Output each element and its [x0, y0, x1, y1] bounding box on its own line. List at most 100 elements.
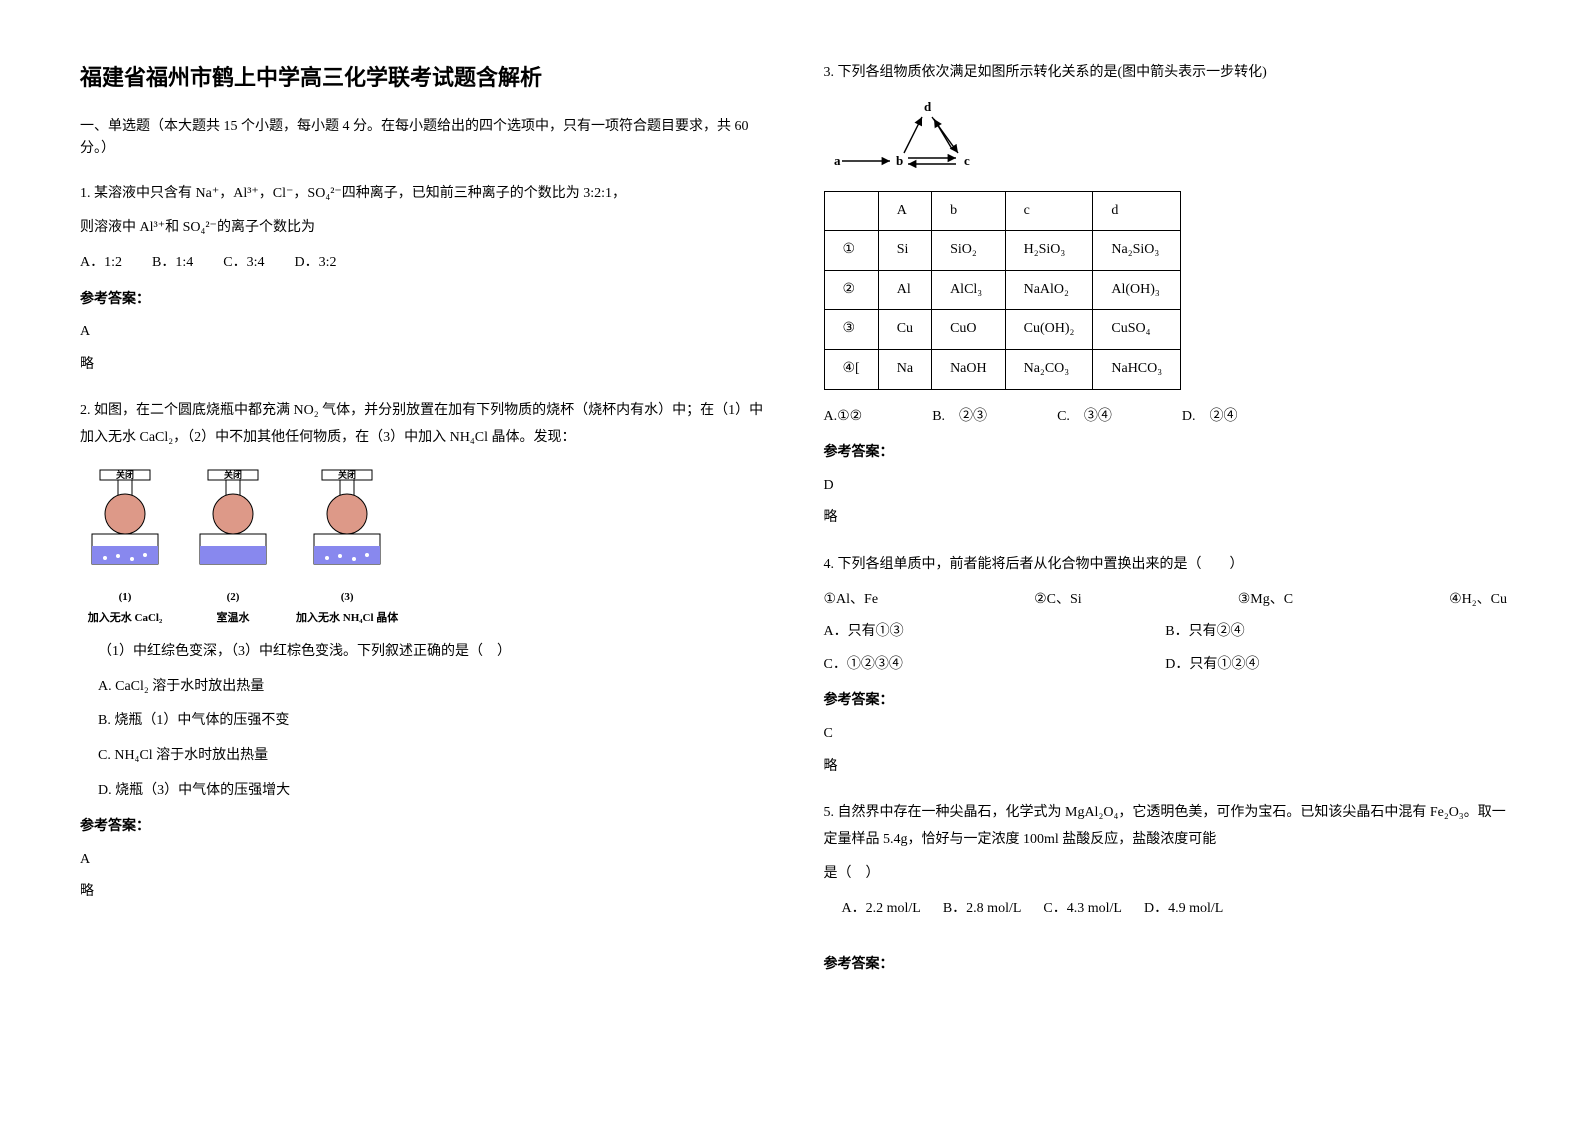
q3-answer: D	[824, 473, 1508, 500]
q3-opt-c: C. ③④	[1057, 404, 1112, 431]
td: Cu	[878, 310, 931, 350]
q2-opt-d: D. 烧瓶（3）中气体的压强增大	[98, 778, 764, 805]
th	[824, 191, 878, 231]
table-row: ① Si SiO₂ H₂SiO₃ Na₂SiO₃	[824, 231, 1181, 271]
td: AlCl₃	[932, 270, 1006, 310]
q3-answer-label: 参考答案：	[824, 440, 1508, 467]
q2-stem: 2. 如图，在二个圆底烧瓶中都充满 NO₂ 气体，并分别放置在加有下列物质的烧杯…	[80, 398, 764, 451]
q4-answer-label: 参考答案：	[824, 688, 1508, 715]
q4-opt-c: C．①②③④	[824, 652, 1166, 679]
q3-opt-d: D. ②④	[1182, 404, 1238, 431]
q2-fig2-num: (2)	[188, 587, 278, 608]
q5-opt-a: A．2.2 mol/L	[842, 896, 921, 923]
flask-icon: 关闭	[80, 466, 170, 576]
q2-fig-1: 关闭 (1) 加入无水 CaCl₂	[80, 466, 170, 630]
q2-fig3-cap: 加入无水 NH₄Cl 晶体	[296, 608, 398, 629]
q2-opt-b: B. 烧瓶（1）中气体的压强不变	[98, 708, 764, 735]
td: ④[	[824, 349, 878, 389]
q2-sub: （1）中红综色变深，（3）中红棕色变浅。下列叙述正确的是（ ）	[98, 639, 764, 666]
page-title: 福建省福州市鹤上中学高三化学联考试题含解析	[80, 60, 764, 92]
svg-text:d: d	[924, 99, 932, 114]
q5-opt-b: B．2.8 mol/L	[943, 896, 1022, 923]
q1-opt-b: B．1:4	[152, 250, 193, 277]
q4-opt-b: B．只有②④	[1165, 619, 1507, 646]
q2-opt-a: A. CaCl₂ 溶于水时放出热量	[98, 674, 764, 701]
q3-options: A.①② B. ②③ C. ③④ D. ②④	[824, 404, 1508, 431]
q4-item-4: ④H₂、Cu	[1449, 587, 1507, 614]
td: Na₂SiO₃	[1093, 231, 1181, 271]
q1-options: A．1:2 B．1:4 C．3:4 D．3:2	[80, 250, 764, 277]
td: ③	[824, 310, 878, 350]
table-row: ④[ Na NaOH Na₂CO₃ NaHCO₃	[824, 349, 1181, 389]
q3-opt-b: B. ②③	[932, 404, 987, 431]
q1-opt-d: D．3:2	[294, 250, 336, 277]
td: Si	[878, 231, 931, 271]
q1-opt-c: C．3:4	[223, 250, 264, 277]
q2-figure: 关闭 (1) 加入无水 CaCl₂	[80, 466, 764, 630]
q2-answer: A	[80, 847, 764, 874]
question-1: 1. 某溶液中只含有 Na⁺，Al³⁺，Cl⁻，SO₄²⁻四种离子，已知前三种离…	[80, 181, 764, 379]
q4-answer: C	[824, 721, 1508, 748]
q4-item-1: ①Al、Fe	[824, 587, 879, 614]
th: A	[878, 191, 931, 231]
td: NaAlO₂	[1005, 270, 1093, 310]
q1-lue: 略	[80, 352, 764, 379]
td: Al(OH)₃	[1093, 270, 1181, 310]
q1-answer-label: 参考答案：	[80, 287, 764, 314]
q4-opt-a: A．只有①③	[824, 619, 1166, 646]
question-3: 3. 下列各组物质依次满足如图所示转化关系的是(图中箭头表示一步转化) a b …	[824, 60, 1508, 532]
svg-text:c: c	[964, 153, 970, 168]
q1-answer: A	[80, 319, 764, 346]
q2-answer-label: 参考答案：	[80, 814, 764, 841]
q4-lue: 略	[824, 754, 1508, 781]
q5-opt-c: C．4.3 mol/L	[1043, 896, 1122, 923]
q3-opt-a: A.①②	[824, 404, 863, 431]
svg-text:关闭: 关闭	[338, 469, 356, 480]
td: NaHCO₃	[1093, 349, 1181, 389]
question-4: 4. 下列各组单质中，前者能将后者从化合物中置换出来的是（ ） ①Al、Fe ②…	[824, 552, 1508, 780]
svg-text:关闭: 关闭	[224, 469, 242, 480]
q1-opt-a: A．1:2	[80, 250, 122, 277]
svg-text:a: a	[834, 153, 841, 168]
question-2: 2. 如图，在二个圆底烧瓶中都充满 NO₂ 气体，并分别放置在加有下列物质的烧杯…	[80, 398, 764, 906]
q2-lue: 略	[80, 879, 764, 906]
q3-table: A b c d ① Si SiO₂ H₂SiO₃ Na₂SiO₃ ② Al Al…	[824, 191, 1182, 390]
td: Cu(OH)₂	[1005, 310, 1093, 350]
q5-opt-d: D．4.9 mol/L	[1144, 896, 1223, 923]
q4-options: A．只有①③ B．只有②④ C．①②③④ D．只有①②④	[824, 619, 1508, 678]
q5-stem: 5. 自然界中存在一种尖晶石，化学式为 MgAl₂O₄，它透明色美，可作为宝石。…	[824, 800, 1508, 853]
q4-stem: 4. 下列各组单质中，前者能将后者从化合物中置换出来的是（ ）	[824, 552, 1508, 579]
td: CuSO₄	[1093, 310, 1181, 350]
q4-items: ①Al、Fe ②C、Si ③Mg、C ④H₂、Cu	[824, 587, 1508, 614]
q4-item-3: ③Mg、C	[1238, 587, 1293, 614]
q2-fig1-num: (1)	[80, 587, 170, 608]
td: ②	[824, 270, 878, 310]
q2-fig-2: 关闭 (2) 室温水	[188, 466, 278, 630]
q2-fig-3: 关闭 (3) 加入无水 NH₄Cl 晶体	[296, 466, 398, 630]
td: H₂SiO₃	[1005, 231, 1093, 271]
flask-icon: 关闭	[302, 466, 392, 576]
question-5: 5. 自然界中存在一种尖晶石，化学式为 MgAl₂O₄，它透明色美，可作为宝石。…	[824, 800, 1508, 979]
td: Na	[878, 349, 931, 389]
th: d	[1093, 191, 1181, 231]
table-row: ③ Cu CuO Cu(OH)₂ CuSO₄	[824, 310, 1181, 350]
q4-item-2: ②C、Si	[1034, 587, 1082, 614]
q2-fig1-cap: 加入无水 CaCl₂	[80, 608, 170, 629]
table-row: A b c d	[824, 191, 1181, 231]
td: ①	[824, 231, 878, 271]
q5-options: A．2.2 mol/L B．2.8 mol/L C．4.3 mol/L D．4.…	[842, 896, 1508, 923]
q2-fig3-num: (3)	[296, 587, 398, 608]
closed-label: 关闭	[116, 469, 134, 480]
th: b	[932, 191, 1006, 231]
q2-fig2-cap: 室温水	[188, 608, 278, 629]
section-intro: 一、单选题（本大题共 15 个小题，每小题 4 分。在每小题给出的四个选项中，只…	[80, 116, 764, 161]
q3-lue: 略	[824, 505, 1508, 532]
q1-stem-b: 则溶液中 Al³⁺和 SO₄²⁻的离子个数比为	[80, 215, 764, 242]
q1-stem-a: 1. 某溶液中只含有 Na⁺，Al³⁺，Cl⁻，SO₄²⁻四种离子，已知前三种离…	[80, 181, 764, 208]
q2-opt-c: C. NH₄Cl 溶于水时放出热量	[98, 743, 764, 770]
q4-opt-d: D．只有①②④	[1165, 652, 1507, 679]
td: NaOH	[932, 349, 1006, 389]
td: CuO	[932, 310, 1006, 350]
td: Al	[878, 270, 931, 310]
q5-stem-2: 是（ ）	[824, 861, 1508, 888]
